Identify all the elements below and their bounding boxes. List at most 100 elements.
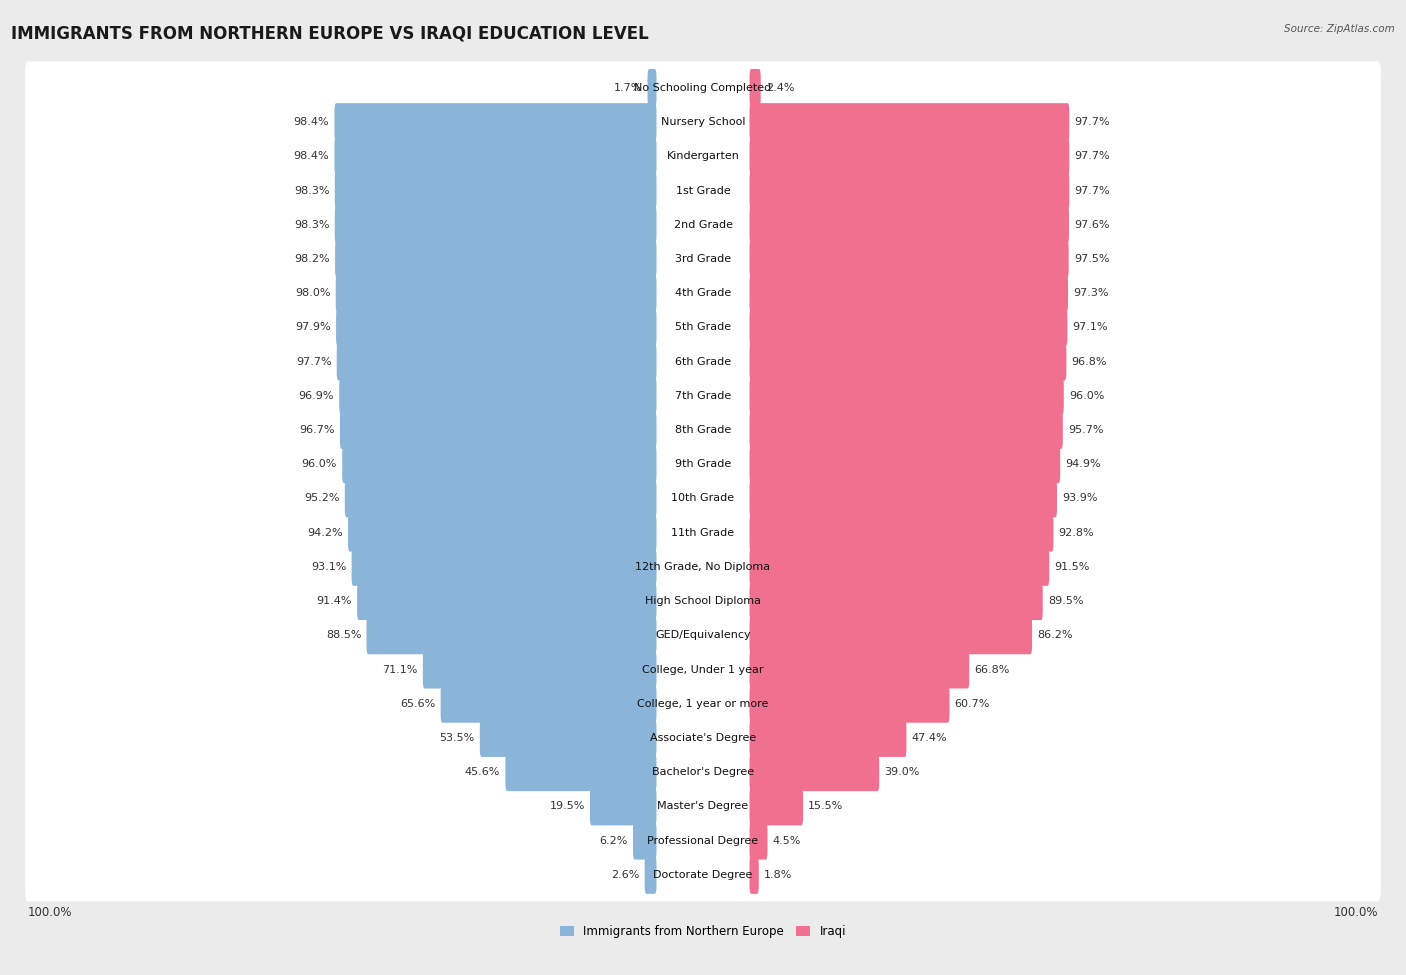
Text: 100.0%: 100.0%: [1334, 906, 1378, 919]
Text: 2nd Grade: 2nd Grade: [673, 219, 733, 230]
Text: 4th Grade: 4th Grade: [675, 289, 731, 298]
Text: 91.5%: 91.5%: [1054, 562, 1090, 572]
Text: 98.3%: 98.3%: [294, 185, 329, 196]
FancyBboxPatch shape: [25, 370, 1381, 422]
Text: 45.6%: 45.6%: [465, 767, 501, 777]
FancyBboxPatch shape: [335, 172, 657, 210]
FancyBboxPatch shape: [749, 514, 1053, 552]
Text: 15.5%: 15.5%: [808, 801, 844, 811]
Text: 60.7%: 60.7%: [955, 699, 990, 709]
FancyBboxPatch shape: [633, 822, 657, 860]
FancyBboxPatch shape: [749, 446, 1060, 484]
FancyBboxPatch shape: [749, 582, 1043, 620]
Text: Doctorate Degree: Doctorate Degree: [654, 870, 752, 879]
FancyBboxPatch shape: [25, 712, 1381, 764]
Text: GED/Equivalency: GED/Equivalency: [655, 631, 751, 641]
FancyBboxPatch shape: [749, 274, 1069, 312]
FancyBboxPatch shape: [25, 61, 1381, 114]
FancyBboxPatch shape: [749, 342, 1066, 380]
Text: 6th Grade: 6th Grade: [675, 357, 731, 367]
FancyBboxPatch shape: [749, 548, 1049, 586]
Text: 9th Grade: 9th Grade: [675, 459, 731, 469]
FancyBboxPatch shape: [749, 480, 1057, 518]
FancyBboxPatch shape: [591, 788, 657, 826]
Text: Bachelor's Degree: Bachelor's Degree: [652, 767, 754, 777]
FancyBboxPatch shape: [749, 137, 1070, 176]
FancyBboxPatch shape: [479, 720, 657, 757]
Text: 11th Grade: 11th Grade: [672, 527, 734, 538]
Text: 96.9%: 96.9%: [298, 391, 335, 401]
Text: 97.7%: 97.7%: [1074, 185, 1111, 196]
Text: 97.6%: 97.6%: [1074, 219, 1109, 230]
Text: 2.4%: 2.4%: [766, 83, 794, 93]
Text: 97.7%: 97.7%: [1074, 151, 1111, 161]
FancyBboxPatch shape: [749, 69, 761, 106]
FancyBboxPatch shape: [644, 856, 657, 894]
FancyBboxPatch shape: [505, 754, 657, 791]
FancyBboxPatch shape: [25, 678, 1381, 730]
FancyBboxPatch shape: [25, 198, 1381, 252]
FancyBboxPatch shape: [25, 608, 1381, 662]
FancyBboxPatch shape: [423, 650, 657, 688]
FancyBboxPatch shape: [335, 103, 657, 141]
Text: 39.0%: 39.0%: [884, 767, 920, 777]
Text: 89.5%: 89.5%: [1047, 596, 1084, 606]
FancyBboxPatch shape: [749, 754, 879, 791]
Text: 71.1%: 71.1%: [382, 665, 418, 675]
Text: 1.7%: 1.7%: [614, 83, 643, 93]
Text: 5th Grade: 5th Grade: [675, 323, 731, 332]
Text: 86.2%: 86.2%: [1038, 631, 1073, 641]
Text: 53.5%: 53.5%: [440, 733, 475, 743]
FancyBboxPatch shape: [352, 548, 657, 586]
Text: 4.5%: 4.5%: [773, 836, 801, 845]
FancyBboxPatch shape: [25, 780, 1381, 833]
Text: 98.2%: 98.2%: [294, 254, 330, 264]
FancyBboxPatch shape: [336, 308, 657, 346]
FancyBboxPatch shape: [25, 644, 1381, 696]
Text: Master's Degree: Master's Degree: [658, 801, 748, 811]
Text: 100.0%: 100.0%: [28, 906, 72, 919]
Text: High School Diploma: High School Diploma: [645, 596, 761, 606]
FancyBboxPatch shape: [440, 684, 657, 722]
FancyBboxPatch shape: [336, 274, 657, 312]
Text: 2.6%: 2.6%: [612, 870, 640, 879]
FancyBboxPatch shape: [25, 848, 1381, 902]
FancyBboxPatch shape: [749, 650, 969, 688]
FancyBboxPatch shape: [25, 814, 1381, 867]
Text: Nursery School: Nursery School: [661, 117, 745, 127]
FancyBboxPatch shape: [25, 164, 1381, 217]
FancyBboxPatch shape: [25, 232, 1381, 286]
Text: 97.7%: 97.7%: [1074, 117, 1111, 127]
FancyBboxPatch shape: [25, 267, 1381, 320]
Text: 91.4%: 91.4%: [316, 596, 352, 606]
FancyBboxPatch shape: [749, 206, 1069, 244]
FancyBboxPatch shape: [339, 377, 657, 414]
FancyBboxPatch shape: [342, 446, 657, 484]
Text: 98.4%: 98.4%: [294, 151, 329, 161]
Text: 97.7%: 97.7%: [295, 357, 332, 367]
Text: 96.8%: 96.8%: [1071, 357, 1107, 367]
Text: 94.9%: 94.9%: [1066, 459, 1101, 469]
Text: 97.5%: 97.5%: [1074, 254, 1109, 264]
Text: 88.5%: 88.5%: [326, 631, 361, 641]
Text: 97.3%: 97.3%: [1073, 289, 1109, 298]
FancyBboxPatch shape: [749, 856, 759, 894]
FancyBboxPatch shape: [335, 240, 657, 278]
Text: 8th Grade: 8th Grade: [675, 425, 731, 435]
FancyBboxPatch shape: [25, 335, 1381, 388]
FancyBboxPatch shape: [25, 472, 1381, 525]
FancyBboxPatch shape: [336, 342, 657, 380]
FancyBboxPatch shape: [25, 506, 1381, 560]
Text: 92.8%: 92.8%: [1059, 527, 1094, 538]
Legend: Immigrants from Northern Europe, Iraqi: Immigrants from Northern Europe, Iraqi: [560, 925, 846, 938]
Text: 65.6%: 65.6%: [401, 699, 436, 709]
FancyBboxPatch shape: [749, 788, 803, 826]
Text: 95.7%: 95.7%: [1069, 425, 1104, 435]
FancyBboxPatch shape: [25, 540, 1381, 594]
FancyBboxPatch shape: [344, 480, 657, 518]
Text: 96.0%: 96.0%: [302, 459, 337, 469]
Text: 97.1%: 97.1%: [1073, 323, 1108, 332]
FancyBboxPatch shape: [749, 616, 1032, 654]
FancyBboxPatch shape: [25, 746, 1381, 799]
Text: 47.4%: 47.4%: [911, 733, 948, 743]
